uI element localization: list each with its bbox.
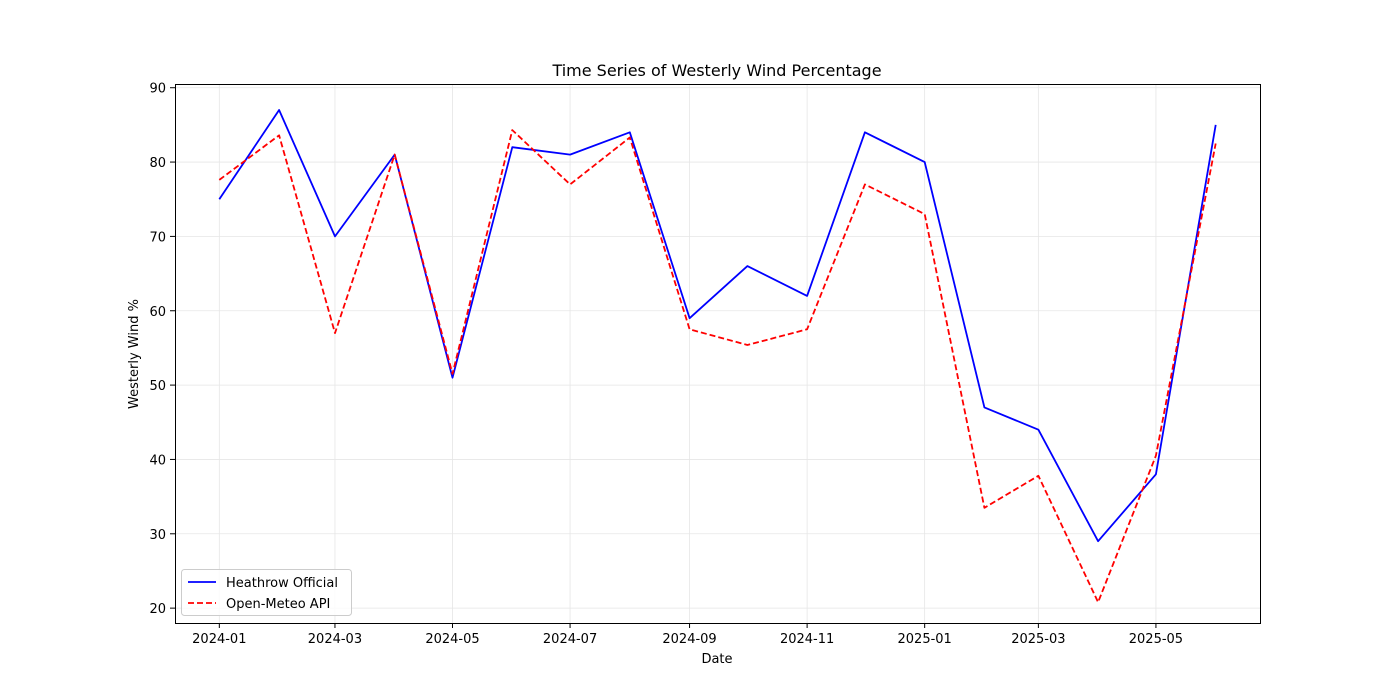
x-tick-label: 2025-05 (1129, 632, 1183, 647)
x-tick-label: 2024-01 (192, 632, 246, 647)
series-line-open-meteo-api (218, 129, 1217, 604)
series-line-heathrow-official (218, 109, 1217, 543)
x-tick-label: 2024-05 (425, 632, 479, 647)
y-tick-label: 40 (149, 453, 166, 468)
x-tick-label: 2025-03 (1011, 632, 1065, 647)
chart-title: Time Series of Westerly Wind Percentage (551, 61, 881, 80)
grid (175, 84, 1260, 623)
y-tick-label: 90 (149, 82, 166, 97)
legend-label-openmeteo: Open-Meteo API (226, 597, 330, 612)
y-tick-label: 80 (149, 156, 166, 171)
x-tick-label: 2024-07 (543, 632, 597, 647)
x-tick-label: 2024-03 (308, 632, 362, 647)
y-tick-label: 70 (149, 230, 166, 245)
legend-box (181, 569, 352, 616)
legend-label-heathrow: Heathrow Official (226, 576, 338, 591)
legend: Heathrow Official Open-Meteo API (181, 569, 352, 616)
series-lines (218, 109, 1217, 604)
y-tick-label: 30 (149, 528, 166, 543)
x-axis-label: Date (701, 652, 732, 667)
x-axis-ticks: 2024-01 2024-03 2024-05 2024-07 2024-09 2024-… (192, 623, 1183, 647)
y-axis-ticks: 20 30 40 50 60 70 80 90 (149, 82, 175, 617)
x-tick-label: 2024-09 (662, 632, 716, 647)
y-axis-label: Westerly Wind % (127, 299, 142, 409)
x-tick-label: 2024-11 (780, 632, 834, 647)
y-tick-label: 60 (149, 305, 166, 320)
y-tick-label: 50 (149, 379, 166, 394)
x-tick-label: 2025-01 (898, 632, 952, 647)
plot-area-frame (175, 84, 1261, 624)
y-tick-label: 20 (149, 602, 166, 617)
